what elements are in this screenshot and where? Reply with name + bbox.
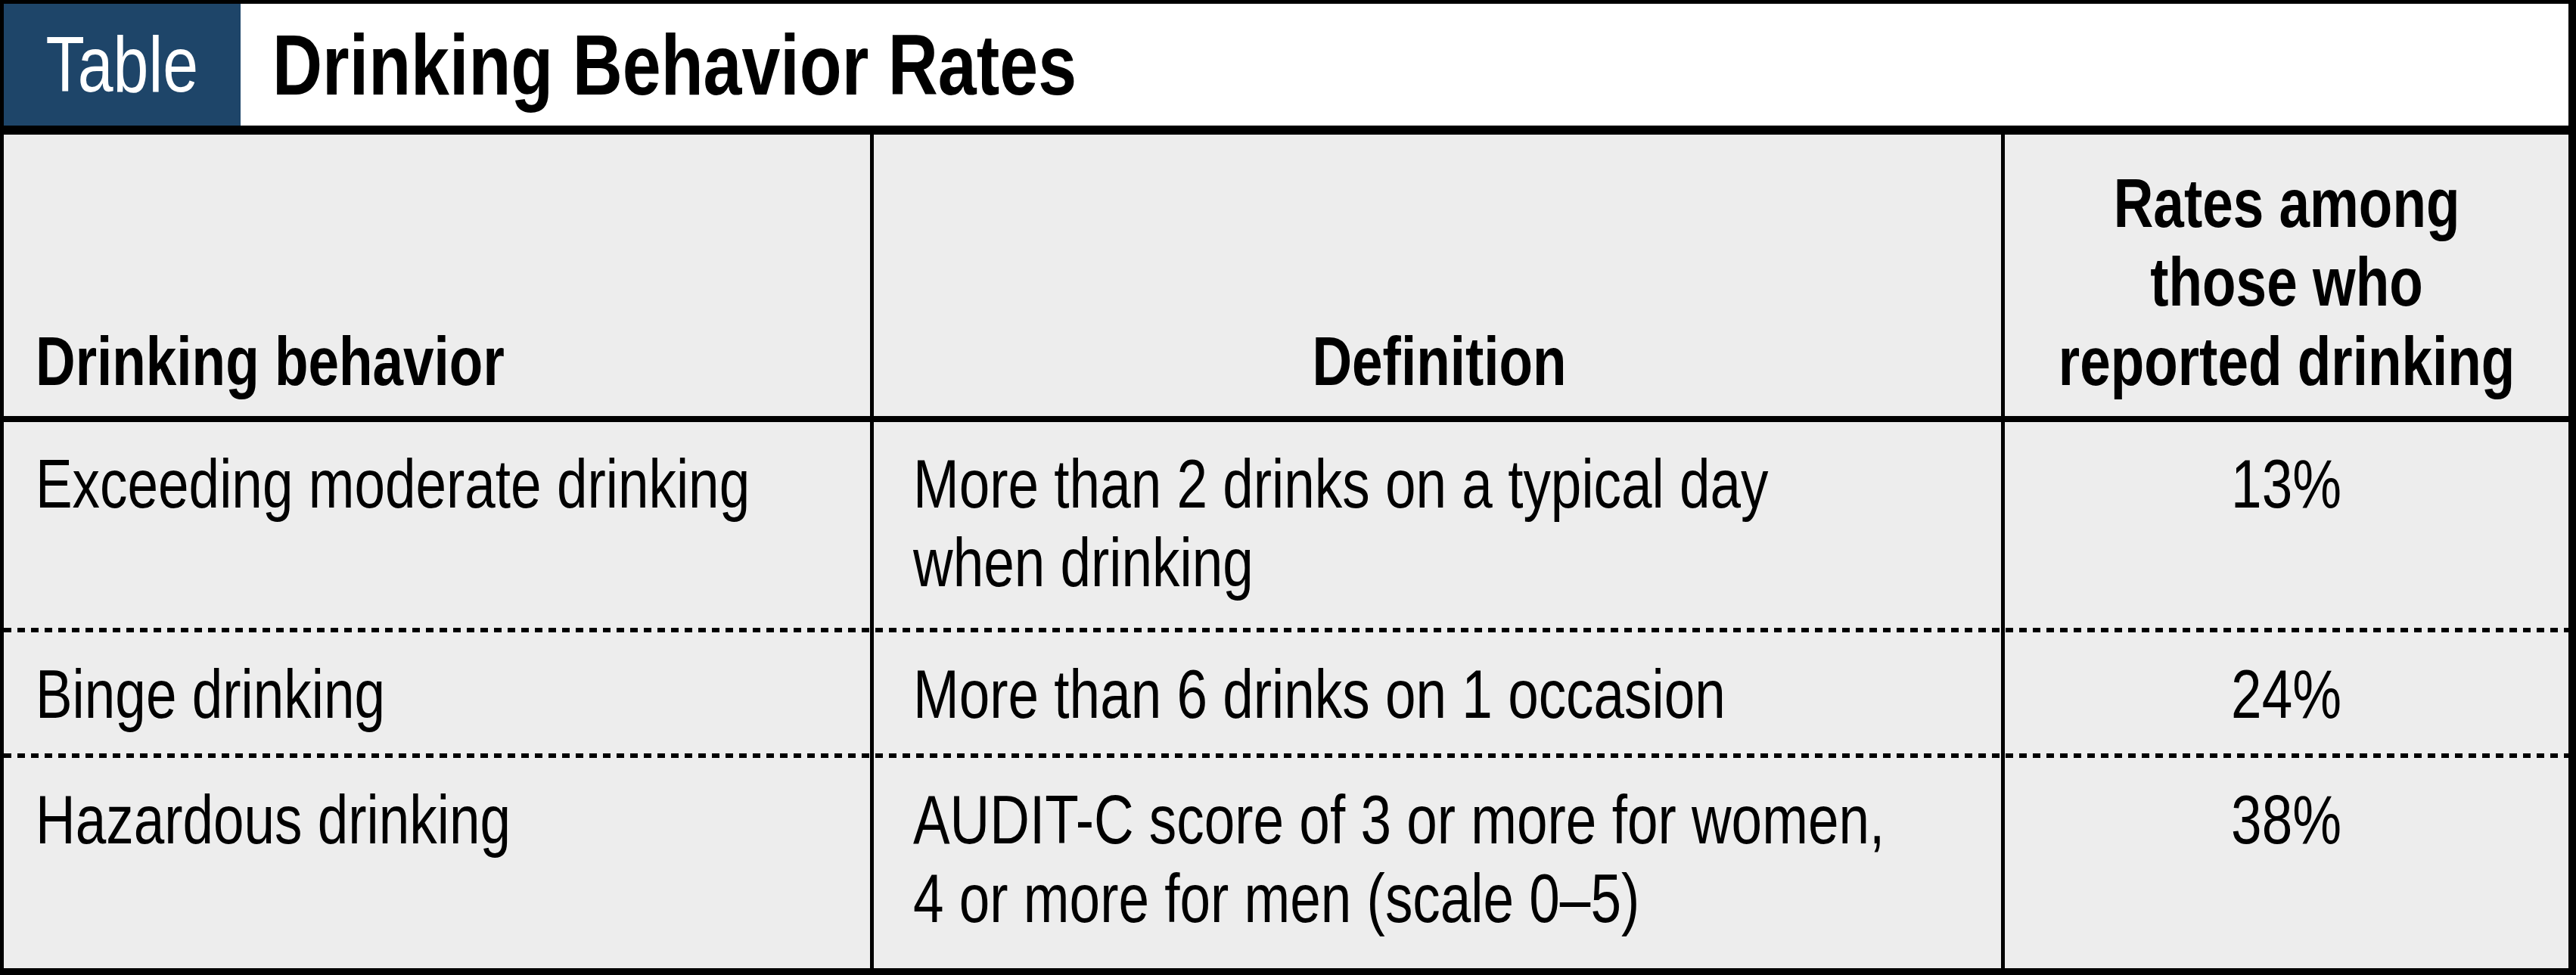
definition-line: More than 6 drinks on 1 occasion: [913, 655, 1726, 734]
rate-value: 24%: [2232, 655, 2342, 734]
header-cell-definition: Definition: [874, 135, 2005, 416]
figure-title-text: Drinking Behavior Rates: [272, 16, 1077, 114]
definition-cell: AUDIT-C score of 3 or more for women, 4 …: [874, 758, 2005, 968]
header-label: Definition: [1312, 322, 1566, 401]
behavior-text: Binge drinking: [36, 655, 385, 734]
rate-cell: 13%: [2005, 422, 2568, 628]
behavior-text: Hazardous drinking: [36, 781, 511, 859]
header-row: Drinking behavior Definition Rates among…: [4, 135, 2568, 416]
title-bar: Table Drinking Behavior Rates: [4, 4, 2568, 135]
column-divider-2: [2001, 135, 2005, 968]
header-rule: [4, 416, 2568, 422]
header-cell-behavior: Drinking behavior: [4, 135, 874, 416]
definition-cell: More than 6 drinks on 1 occasion: [874, 632, 2005, 753]
figure-title: Drinking Behavior Rates: [241, 4, 2568, 126]
header-label: Drinking behavior: [36, 322, 714, 401]
column-divider-1: [870, 135, 874, 968]
definition-line: More than 2 drinks on a typical day: [913, 445, 1769, 523]
rate-value: 38%: [2232, 781, 2342, 859]
header-label-line: those who: [2150, 243, 2422, 321]
behavior-cell: Binge drinking: [4, 632, 874, 753]
behavior-cell: Hazardous drinking: [4, 758, 874, 968]
rate-cell: 24%: [2005, 632, 2568, 753]
table-row: Exceeding moderate drinking More than 2 …: [4, 422, 2568, 628]
table-row: Binge drinking More than 6 drinks on 1 o…: [4, 632, 2568, 753]
table-row: Hazardous drinking AUDIT-C score of 3 or…: [4, 758, 2568, 968]
header-label-line: reported drinking: [2059, 322, 2515, 401]
rate-value: 13%: [2232, 445, 2342, 523]
definition-line: when drinking: [913, 523, 1254, 602]
rate-cell: 38%: [2005, 758, 2568, 968]
behavior-cell: Exceeding moderate drinking: [4, 422, 874, 628]
header-label-line: Rates among: [2114, 164, 2460, 243]
definition-line: 4 or more for men (scale 0–5): [913, 859, 1639, 938]
table-grid: Drinking behavior Definition Rates among…: [4, 135, 2568, 968]
table-figure: Table Drinking Behavior Rates Drinking b…: [0, 0, 2576, 975]
table-tag-label: Table: [46, 20, 198, 110]
header-cell-rates: Rates among those who reported drinking: [2005, 135, 2568, 416]
definition-line: AUDIT-C score of 3 or more for women,: [913, 781, 1885, 859]
table-tag-badge: Table: [4, 4, 241, 126]
behavior-text: Exceeding moderate drinking: [36, 445, 750, 523]
definition-cell: More than 2 drinks on a typical day when…: [874, 422, 2005, 628]
